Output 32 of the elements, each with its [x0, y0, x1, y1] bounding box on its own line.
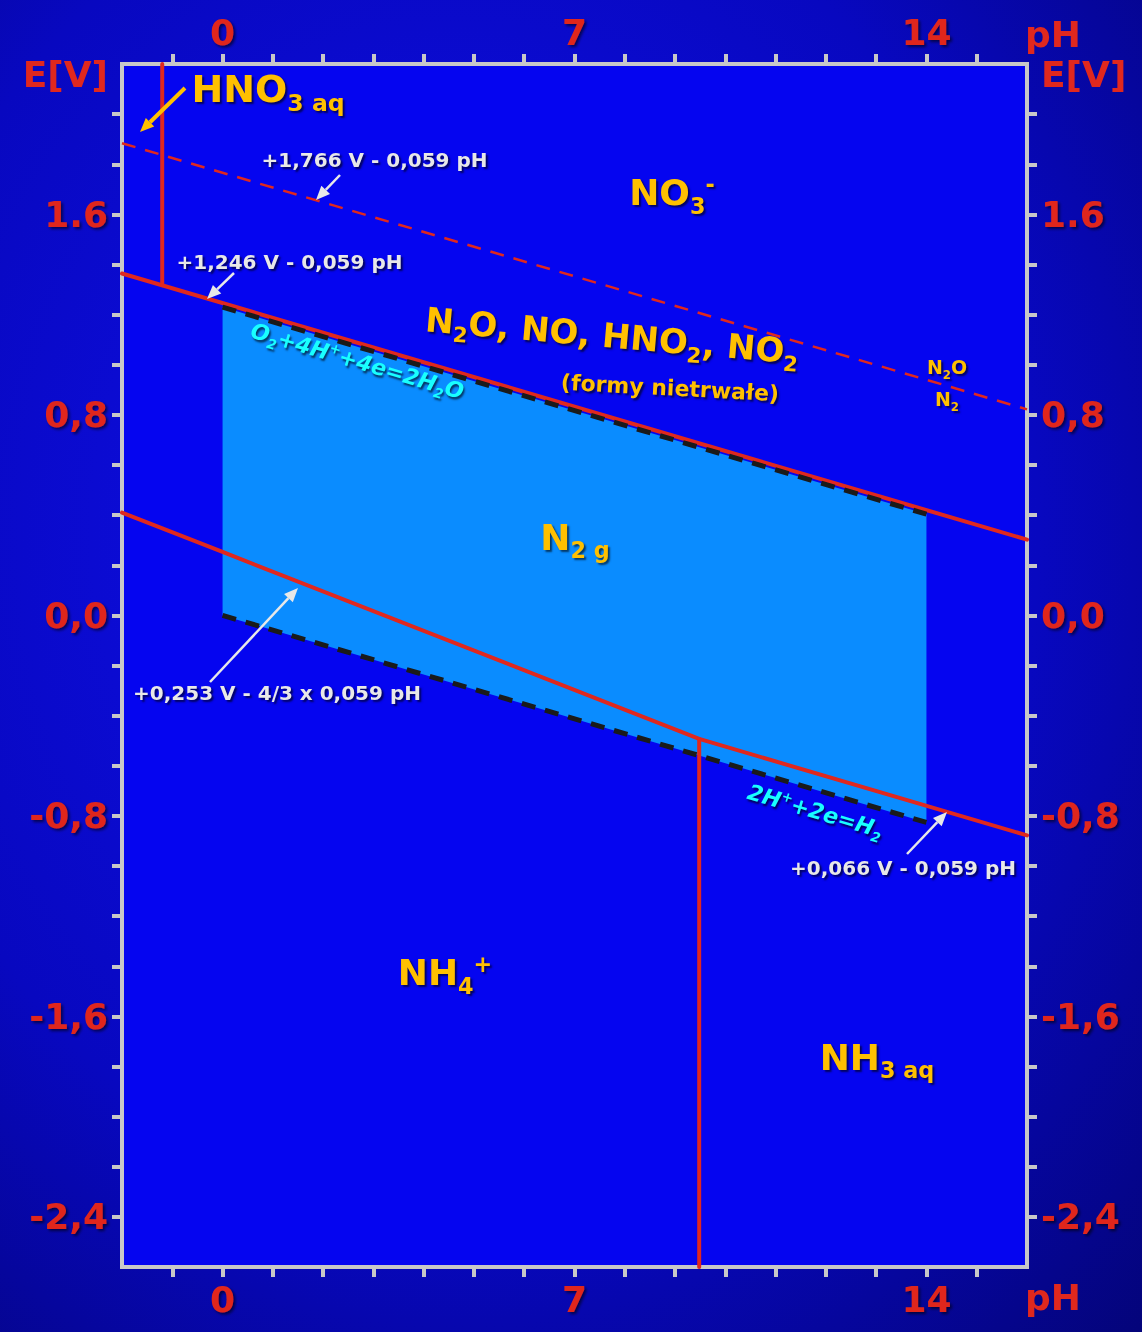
x-axis-title: pH: [1025, 1276, 1081, 1318]
x2-tick-label: 14: [901, 11, 952, 53]
y-tick-label: 0,8: [44, 394, 108, 436]
annotation: N$_{2}$O: [926, 356, 968, 382]
x2-tick-label: 0: [210, 11, 236, 53]
y2-tick-label: 0,0: [1041, 594, 1105, 636]
annotation: N$_{2}$: [934, 388, 960, 414]
annotation: NH$_{3 aq}$: [819, 1036, 935, 1084]
x-tick-label: 14: [901, 1278, 952, 1320]
x-tick-label: 7: [561, 1278, 588, 1320]
annotation: +1,766 V - 0,059 pH: [261, 148, 488, 173]
x2-tick-label: 7: [561, 11, 588, 53]
annotation: N$_{2 g}$: [540, 516, 610, 564]
annotation: +0,066 V - 0,059 pH: [790, 855, 1017, 880]
annotation: +1,246 V - 0,059 pH: [176, 249, 403, 274]
x-tick-label: 0: [210, 1278, 236, 1320]
annotation: (formy nietrwałe): [560, 369, 780, 407]
y2-tick-label: 1.6: [1041, 193, 1105, 235]
y2-tick-label: -2,4: [1041, 1196, 1120, 1238]
y2-tick-label: -1,6: [1041, 995, 1120, 1037]
y-tick-label: 1.6: [44, 193, 108, 235]
y-tick-label: -0,8: [29, 795, 108, 837]
y-tick-label: -1,6: [29, 995, 108, 1037]
annotation: HNO$_{3 aq}$: [191, 67, 345, 117]
y-axis-title: E[V]: [22, 53, 108, 95]
x2-axis-title: pH: [1025, 13, 1081, 55]
y2-axis-title: E[V]: [1041, 53, 1127, 95]
y2-tick-label: -0,8: [1041, 795, 1120, 837]
y-tick-label: -2,4: [29, 1196, 108, 1238]
y-tick-label: 0,0: [44, 594, 108, 636]
annotation: +0,253 V - 4/3 x 0,059 pH: [133, 681, 421, 705]
y2-tick-label: 0,8: [1041, 394, 1105, 436]
